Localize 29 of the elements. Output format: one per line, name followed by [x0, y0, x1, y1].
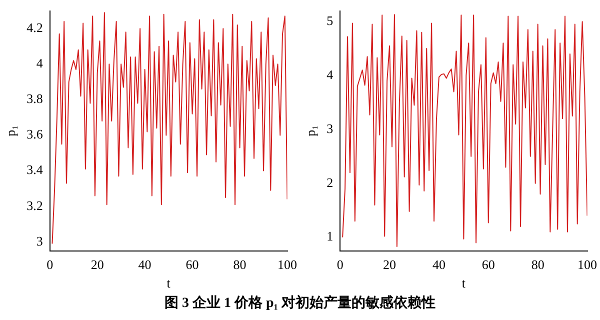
y-axis-title: p₁	[303, 125, 318, 136]
y-tick-label: 4	[326, 66, 334, 82]
x-axis-title: t	[462, 276, 466, 291]
x-axis-title: t	[166, 276, 171, 291]
y-tick-label: 5	[326, 13, 334, 28]
x-tick-label: 100	[578, 257, 597, 272]
y-tick-label: 2	[326, 174, 334, 190]
y-tick-label: 3.8	[26, 91, 43, 106]
y-tick-label: 3	[36, 233, 43, 248]
x-tick-label: 100	[278, 257, 297, 272]
y-axis-title: p₁	[3, 125, 18, 136]
y-tick-label: 3.6	[26, 126, 44, 142]
caption: 图 3 企业 1 价格 p₁ 对初始产量的敏感依赖性	[164, 294, 436, 312]
y-tick-label: 3	[326, 120, 334, 136]
x-tick-label: 20	[90, 257, 104, 272]
x-tick-label: 20	[383, 257, 396, 272]
x-tick-label: 0	[336, 257, 344, 272]
x-tick-label: 80	[531, 257, 544, 272]
y-tick-label: 3.4	[26, 162, 44, 178]
y-tick-label: 4.2	[26, 20, 43, 35]
x-tick-label: 80	[233, 257, 246, 272]
y-tick-label: 3.2	[26, 198, 43, 213]
y-tick-label: 1	[326, 228, 334, 244]
x-tick-label: 40	[138, 257, 152, 272]
x-tick-label: 0	[46, 257, 54, 272]
y-tick-label: 4	[36, 56, 44, 71]
x-tick-label: 60	[186, 257, 199, 272]
x-tick-label: 60	[482, 257, 495, 272]
x-tick-label: 40	[432, 257, 446, 272]
